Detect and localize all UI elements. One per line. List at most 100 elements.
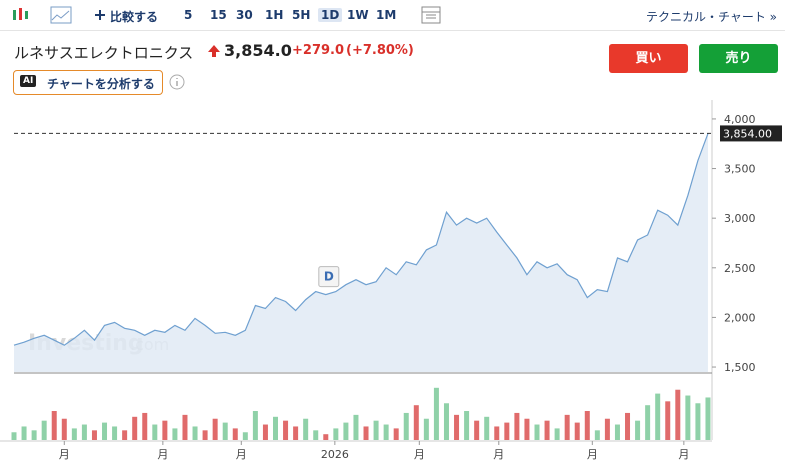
buy-button[interactable]: 買い [609, 44, 688, 73]
area [14, 133, 708, 372]
x-tick-label: 月 [493, 448, 504, 461]
volume-bar [81, 424, 87, 440]
compare-button[interactable]: 比較する [110, 10, 159, 24]
volume-bar [162, 420, 168, 440]
volume-bar [313, 430, 319, 440]
volume-bar [514, 412, 520, 440]
change-percent: (+7.80%) [346, 43, 414, 58]
interval-button[interactable]: 5H [292, 8, 311, 22]
analyze-label: チャートを分析する [47, 77, 155, 91]
volume-bar [494, 426, 500, 440]
info-icon[interactable] [169, 74, 185, 90]
volume-bar [373, 420, 379, 440]
up-arrow [208, 45, 220, 57]
volume-bar [413, 405, 419, 440]
volume-bar [262, 424, 268, 440]
volume-bar [675, 389, 681, 440]
volume-bar [232, 428, 238, 440]
interval-button[interactable]: 15 [210, 8, 227, 22]
volume-bar [31, 430, 37, 440]
chart: Investing.com1,5002,0002,5003,0003,5004,… [0, 100, 782, 461]
volume-bar [252, 411, 258, 440]
volume-bar [433, 387, 439, 440]
volume-bar [222, 422, 228, 440]
volume-bar [614, 424, 620, 440]
volume-bar [524, 418, 530, 440]
volume-bar [484, 416, 490, 440]
volume-bar [403, 412, 409, 440]
volume-bar [132, 416, 138, 440]
volume-bar [685, 395, 691, 440]
price: 3,854.0 [224, 41, 292, 60]
volume-bar [554, 428, 560, 440]
y-tick-label: 2,000 [724, 311, 756, 324]
volume-bar [51, 411, 57, 440]
layout-icon[interactable] [421, 6, 441, 24]
sell-button[interactable]: 売り [699, 44, 778, 73]
volume-bar [112, 426, 118, 440]
volume-bar [393, 428, 399, 440]
volume-bar [645, 405, 651, 440]
volume-bar [363, 426, 369, 440]
interval-button[interactable]: 1M [376, 8, 397, 22]
volume-bar [544, 420, 550, 440]
toolbar: 比較する 5 15 30 1H 5H 1D 1W 1M テクニカル・チャート » [0, 0, 785, 31]
volume-bar [423, 418, 429, 440]
volume-bar [564, 414, 570, 440]
plus-icon[interactable] [94, 9, 106, 21]
volume-bar [454, 414, 460, 440]
volume-bar [323, 434, 329, 440]
interval-button[interactable]: 1H [265, 8, 284, 22]
volume-bar [534, 424, 540, 440]
volume-bar [182, 414, 188, 440]
volume-bar [91, 430, 97, 440]
price-line [13, 133, 709, 346]
interval-button[interactable]: 1W [347, 8, 369, 22]
x-tick-label: 月 [678, 448, 689, 461]
volume-bar [464, 411, 470, 440]
x-tick-label: 2026 [321, 448, 349, 461]
stock-name: ルネサスエレクトロニクス [14, 44, 194, 62]
y-tick-label: 2,500 [724, 262, 756, 275]
volume-bar [102, 422, 108, 440]
event-label: D [324, 270, 334, 284]
volume-bar [41, 420, 47, 440]
analyze-button[interactable]: AI チャートを分析する [13, 70, 163, 95]
volume-bar [705, 397, 711, 440]
candle-icon[interactable] [10, 6, 32, 24]
volume-bar [594, 430, 600, 440]
volume-bar [665, 401, 671, 440]
interval-button[interactable]: 30 [236, 8, 253, 22]
volume-bar [655, 393, 661, 440]
volume-bar [504, 422, 510, 440]
interval-button[interactable]: 5 [184, 8, 193, 22]
volume-bar [293, 426, 299, 440]
volume-bar [353, 414, 359, 440]
volume-bar [122, 430, 128, 440]
volume-bar [272, 416, 278, 440]
x-tick-label: 月 [587, 448, 598, 461]
y-tick-label: 1,500 [724, 361, 756, 374]
volume-bar [343, 422, 349, 440]
volume-bar [142, 412, 148, 440]
y-tick-label: 3,000 [724, 212, 756, 225]
volume-bar [474, 420, 480, 440]
volume-bar [152, 424, 158, 440]
change: +279.0 [292, 43, 345, 58]
volume-bar [172, 428, 178, 440]
area-icon[interactable] [50, 6, 72, 24]
volume-bar [574, 422, 580, 440]
volume-bar [61, 418, 67, 440]
y-tick-label: 3,500 [724, 163, 756, 176]
technical-link[interactable]: テクニカル・チャート » [645, 10, 777, 24]
x-tick-label: 月 [414, 448, 425, 461]
ai-badge: AI [20, 75, 37, 87]
volume-bar [21, 426, 27, 440]
volume-bar [303, 418, 309, 440]
interval-button[interactable]: 1D [318, 8, 343, 22]
volume-bar [625, 412, 631, 440]
x-tick-label: 月 [236, 448, 247, 461]
event-marker [318, 266, 340, 288]
volume-bar [635, 420, 641, 440]
